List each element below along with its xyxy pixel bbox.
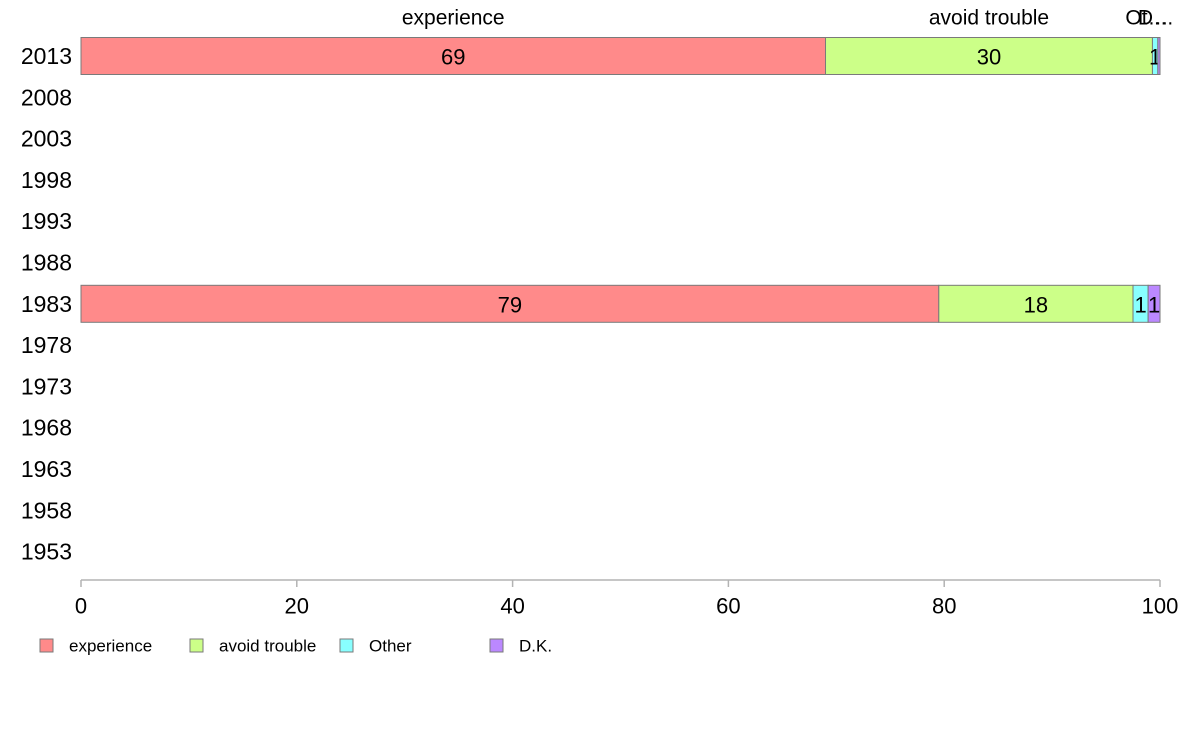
year-label-2008: 2008 [21, 84, 72, 110]
bar-2013-avoid-trouble [825, 37, 1153, 75]
legend-swatch-experience [39, 638, 54, 653]
year-label-2003: 2003 [21, 126, 72, 152]
x-tick-label-40: 40 [500, 594, 524, 619]
legend-swatch-avoid-trouble [189, 638, 204, 653]
bar-2013-experience [80, 37, 827, 75]
column-header-2: avoid trouble [929, 7, 1049, 30]
legend-label-avoid-trouble: avoid trouble [219, 637, 316, 656]
data-label-1983-other: 1 [1134, 292, 1146, 317]
year-label-1958: 1958 [21, 497, 72, 523]
bar-2013-d-k- [1157, 37, 1161, 75]
x-tick-label-0: 0 [75, 594, 87, 619]
legend-label-d-k-: D.K. [519, 637, 552, 656]
year-label-1968: 1968 [21, 415, 72, 441]
bar-1983-avoid-trouble [938, 284, 1134, 323]
year-label-1988: 1988 [21, 250, 72, 276]
bar-1983-experience [80, 284, 940, 323]
legend-swatch-other [339, 638, 354, 653]
year-label-1978: 1978 [21, 332, 72, 358]
column-header-1: experience [402, 7, 505, 30]
year-label-1993: 1993 [21, 208, 72, 234]
column-header-4: D… [1138, 7, 1174, 30]
year-label-1973: 1973 [21, 373, 72, 399]
year-label-1963: 1963 [21, 456, 72, 482]
x-tick-label-60: 60 [716, 594, 740, 619]
year-label-1953: 1953 [21, 539, 72, 565]
x-tick-label-80: 80 [932, 594, 956, 619]
legend-swatch-d-k- [489, 638, 504, 653]
bar-1983-d-k- [1147, 284, 1161, 323]
legend-label-experience: experience [69, 637, 152, 656]
data-label-1983-d-k-: 1 [1148, 292, 1160, 317]
data-label-1983-experience: 79 [498, 292, 522, 317]
data-label-2013-avoid-trouble: 30 [977, 45, 1001, 70]
year-label-1983: 1983 [21, 291, 72, 317]
legend-label-other: Other [369, 637, 412, 656]
x-tick-label-20: 20 [285, 594, 309, 619]
data-label-2013-experience: 69 [441, 45, 465, 70]
year-label-2013: 2013 [21, 43, 72, 69]
column-header-3: Ot… [1125, 7, 1168, 30]
year-label-1998: 1998 [21, 167, 72, 193]
data-label-1983-avoid-trouble: 18 [1024, 292, 1048, 317]
x-tick-label-100: 100 [1142, 594, 1179, 619]
